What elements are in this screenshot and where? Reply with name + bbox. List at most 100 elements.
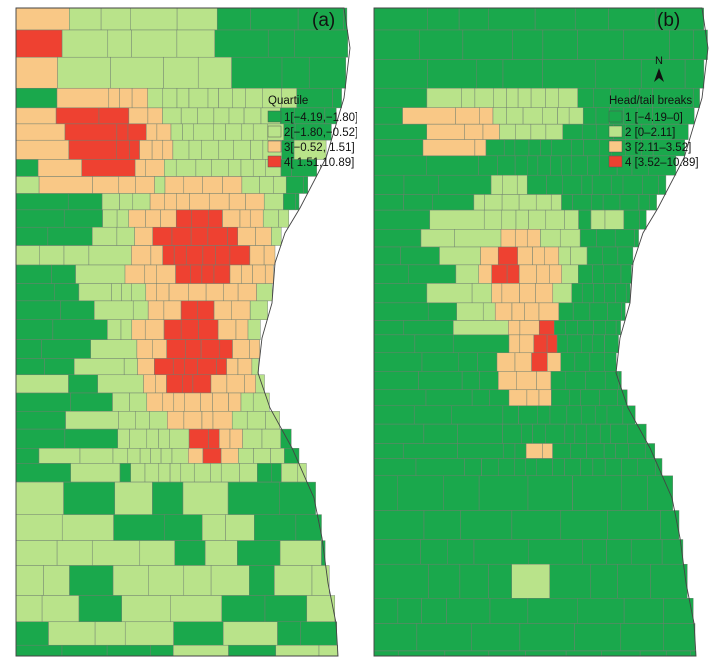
census-tract: [527, 155, 539, 176]
census-tract: [332, 88, 342, 109]
census-tract: [489, 598, 529, 624]
census-tract: [594, 405, 608, 425]
census-tract: [216, 7, 251, 31]
census-tract: [373, 209, 431, 230]
census-tract: [591, 174, 612, 195]
census-tract: [566, 405, 582, 425]
north-arrow-icon: [654, 68, 664, 82]
census-tract: [188, 139, 202, 160]
legend-label-a-4: 4[ 1.51,10.89]: [284, 157, 354, 169]
census-tract: [67, 193, 103, 211]
census-tract: [163, 56, 199, 89]
census-tract: [535, 194, 552, 211]
census-tract: [561, 264, 579, 284]
legend-swatch-a-2: [267, 125, 282, 138]
census-tract: [574, 423, 587, 444]
census-tract: [264, 595, 307, 622]
census-tract: [162, 392, 175, 412]
census-tract: [64, 428, 119, 449]
legend-a: Quartile 1[−4.19,−1.80] 2[−1.80,−0.52] 3…: [267, 95, 357, 169]
census-tract: [546, 174, 564, 195]
census-tract: [617, 563, 651, 599]
census-tract: [61, 514, 114, 541]
census-tract: [572, 194, 593, 211]
census-tract: [152, 481, 184, 515]
census-tract: [492, 107, 507, 125]
census-tract: [117, 428, 130, 449]
census-tract: [519, 320, 540, 336]
census-tract: [119, 88, 133, 109]
census-tract: [263, 193, 284, 211]
census-tract: [39, 245, 65, 266]
census-tract: [222, 621, 278, 646]
census-tract: [568, 107, 584, 125]
census-tract: [604, 352, 617, 372]
census-tract: [164, 176, 185, 194]
census-tract: [300, 621, 338, 646]
census-tract: [225, 514, 255, 541]
census-tract: [275, 644, 320, 657]
census-tract: [70, 463, 121, 483]
census-tract: [173, 392, 185, 412]
census-tract: [188, 448, 204, 464]
census-tract: [427, 59, 478, 89]
census-tract: [421, 598, 447, 624]
census-tract: [134, 226, 154, 246]
census-tract: [528, 209, 547, 230]
census-tract: [227, 481, 280, 515]
census-tract: [621, 475, 648, 511]
census-tract: [279, 540, 322, 566]
census-tract: [130, 7, 178, 31]
census-tract: [170, 595, 223, 622]
census-tract: [145, 209, 161, 228]
census-tract: [432, 194, 475, 211]
census-tract: [545, 423, 566, 444]
census-tract: [150, 644, 174, 657]
census-tract: [242, 428, 263, 449]
census-tract: [515, 229, 528, 248]
census-tract: [452, 334, 510, 354]
census-tract: [601, 650, 641, 657]
census-tract: [514, 458, 527, 477]
census-tract: [593, 87, 611, 108]
census-tract: [259, 176, 274, 194]
map-b-svg: (b) N Head/tail breaks 1 [−4.19–0] 2 [0–…: [373, 7, 709, 657]
census-tract: [81, 159, 136, 177]
census-tract: [127, 448, 141, 464]
census-tract: [488, 7, 536, 31]
census-tract: [414, 334, 454, 354]
census-tract: [106, 644, 151, 657]
census-tract: [488, 650, 526, 657]
census-tract: [528, 139, 541, 157]
census-tract: [561, 194, 573, 211]
census-tract: [56, 88, 110, 109]
census-tract: [15, 176, 40, 194]
census-tract: [525, 458, 537, 477]
census-tract: [591, 334, 605, 354]
census-tract: [537, 155, 551, 176]
census-tract: [232, 88, 246, 109]
census-tract: [15, 428, 66, 449]
census-tract: [499, 123, 516, 140]
census-tract: [658, 174, 667, 195]
census-tract: [128, 209, 146, 228]
census-tract: [37, 159, 83, 177]
census-tract: [119, 193, 134, 211]
census-tract: [235, 319, 249, 340]
census-tract: [68, 374, 98, 394]
census-tract: [502, 174, 518, 195]
census-tract: [516, 174, 528, 195]
census-tract: [303, 176, 309, 194]
census-tract: [15, 245, 40, 266]
census-tract: [457, 423, 503, 444]
census-tract: [498, 371, 518, 390]
census-tract: [527, 475, 573, 511]
census-tract: [454, 229, 502, 248]
census-tract: [580, 405, 596, 425]
census-tract: [294, 29, 348, 58]
census-tract: [397, 598, 422, 624]
census-tract: [519, 283, 536, 304]
census-tract: [607, 510, 661, 540]
census-tract: [15, 264, 52, 284]
census-tract: [578, 209, 592, 230]
